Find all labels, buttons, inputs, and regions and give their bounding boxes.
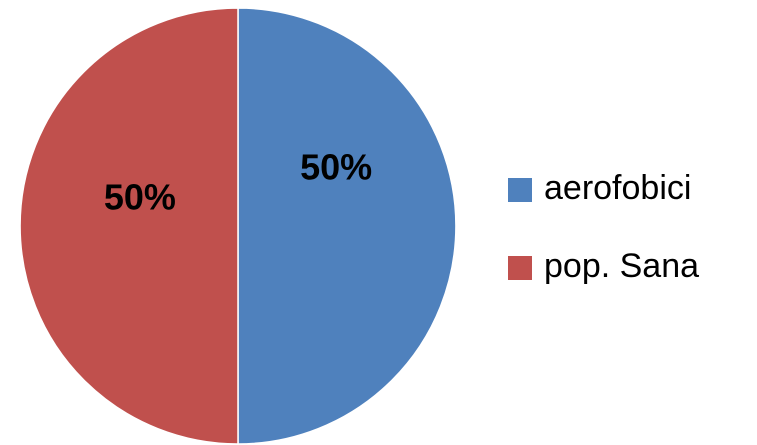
legend: aerofobici pop. Sana xyxy=(508,169,699,285)
data-label-aerofobici: 50% xyxy=(300,147,372,188)
legend-label-aerofobici: aerofobici xyxy=(544,169,691,207)
data-label-pop-sana: 50% xyxy=(104,177,176,218)
pie-data-labels: 50% 50% xyxy=(104,147,372,218)
legend-swatch-pop-sana xyxy=(508,256,532,280)
pie-slice-aerofobici xyxy=(237,7,457,445)
pie-slices xyxy=(19,7,457,445)
legend-swatch-aerofobici xyxy=(508,178,532,202)
pie-slice-pop-sana xyxy=(19,7,239,445)
legend-label-pop-sana: pop. Sana xyxy=(544,247,699,285)
